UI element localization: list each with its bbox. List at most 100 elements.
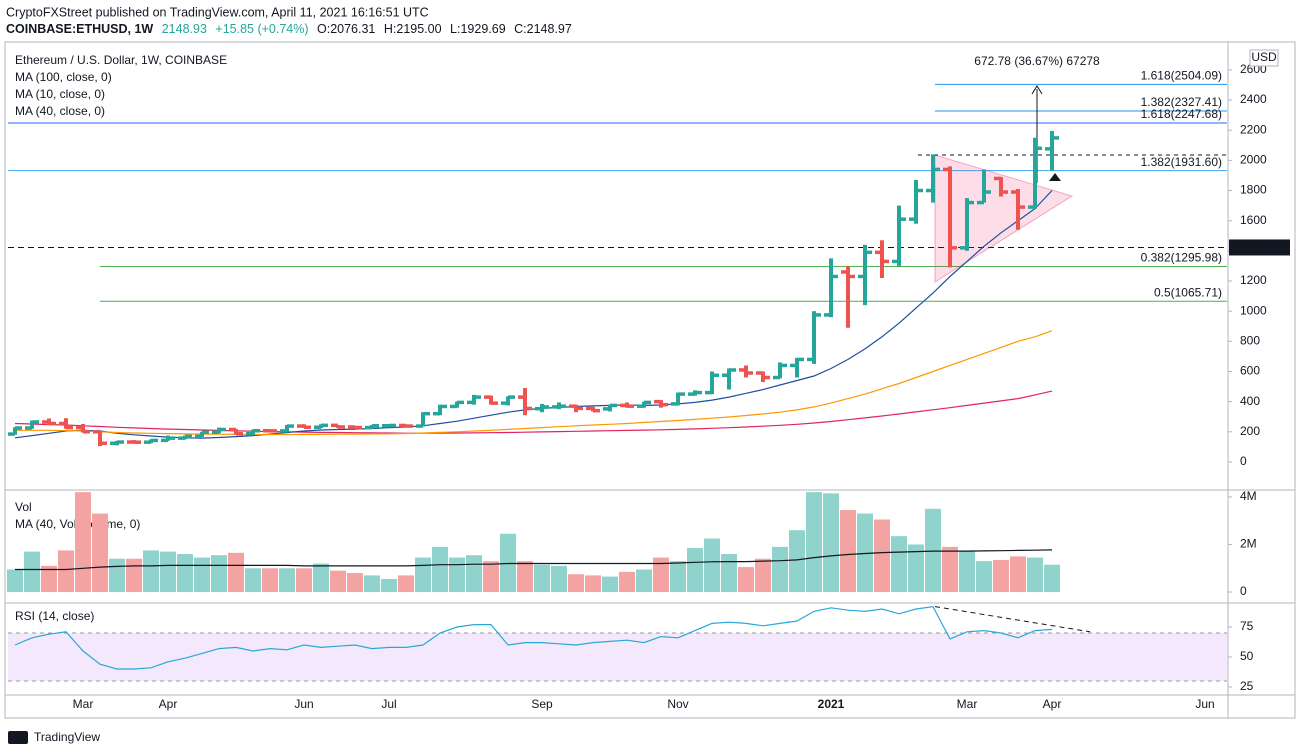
volume-bar (942, 546, 958, 593)
y-tick-label: 400 (1240, 394, 1260, 408)
fib-label: 1.618(2504.09) (1141, 69, 1222, 83)
volume-bar (959, 550, 975, 593)
volume-bar (619, 571, 635, 593)
volume-bar (1027, 557, 1043, 593)
volume-bar (534, 564, 550, 593)
moving-average (15, 330, 1053, 436)
volume-bar (160, 551, 176, 593)
volume-bar (245, 568, 261, 593)
y-tick-label: 200 (1240, 424, 1260, 438)
volume-bar (823, 493, 839, 593)
volume-bar (908, 544, 924, 593)
volume-bar (976, 561, 992, 593)
y-tick-label: 2200 (1240, 122, 1267, 136)
y-tick-label: 1800 (1240, 183, 1267, 197)
volume-bar (466, 555, 482, 593)
volume-bar (755, 558, 771, 593)
volume-ma (15, 549, 1053, 571)
volume-bar (177, 553, 193, 593)
y-tick-label: 2000 (1240, 153, 1267, 167)
volume-bar (228, 552, 244, 593)
volume-bar (585, 575, 601, 593)
x-tick-label: Jun (1195, 697, 1214, 711)
volume-bar (1044, 564, 1060, 593)
x-tick-label: Jul (381, 697, 396, 711)
x-tick-label: 2021 (818, 697, 845, 711)
chart-title: Ethereum / U.S. Dollar, 1W, COINBASE (15, 53, 227, 67)
volume-bar (517, 561, 533, 593)
y-tick-label: 1600 (1240, 213, 1267, 227)
volume-bar (432, 546, 448, 593)
volume-bar (109, 558, 125, 593)
volume-bar (415, 557, 431, 593)
volume-bar (670, 561, 686, 593)
volume-bar (925, 508, 941, 593)
volume-bar (653, 557, 669, 593)
fib-label: 1.618(2247.68) (1141, 107, 1222, 121)
x-tick-label: Nov (667, 697, 688, 711)
volume-bar (24, 551, 40, 593)
pane-title: RSI (14, close) (15, 609, 94, 623)
volume-bar (364, 575, 380, 593)
symbol-line: COINBASE:ETHUSD, 1W 2148.93 +15.85 (+0.7… (6, 22, 572, 36)
volume-bar (738, 567, 754, 593)
volume-bar (568, 574, 584, 593)
volume-bar (551, 565, 567, 593)
moving-average (14, 390, 1053, 434)
publisher: CryptoFXStreet published on TradingView.… (6, 5, 429, 19)
volume-bar (449, 557, 465, 593)
y-tick-label: 1000 (1240, 303, 1267, 317)
y-tick-label: 0 (1240, 454, 1247, 468)
moving-average (14, 190, 1053, 439)
legend-entry: MA (10, close, 0) (15, 87, 105, 101)
open: O:2076.31 (317, 22, 375, 36)
y-tick-label: 75 (1240, 619, 1254, 633)
volume-bar (92, 513, 108, 593)
low: L:1929.69 (450, 22, 506, 36)
legend-entry: MA (40, close, 0) (15, 104, 105, 118)
volume-bar (262, 568, 278, 593)
volume-bar (721, 553, 737, 593)
triangle-pattern (934, 154, 1074, 283)
y-tick-label: 800 (1240, 333, 1260, 347)
price-change: +15.85 (+0.74%) (215, 22, 308, 36)
price-line-box (1229, 239, 1290, 256)
fib-label: 0.382(1295.98) (1141, 251, 1222, 265)
symbol: COINBASE:ETHUSD, 1W (6, 22, 153, 36)
measure-arrowhead (1031, 85, 1043, 95)
x-tick-label: Mar (957, 697, 978, 711)
rsi-line (14, 605, 1053, 670)
high: H:2195.00 (384, 22, 442, 36)
x-tick-label: Apr (1043, 697, 1062, 711)
y-tick-label: 50 (1240, 649, 1254, 663)
volume-bar (891, 536, 907, 593)
volume-bar (840, 509, 856, 593)
fib-label: 1.382(2327.41) (1141, 95, 1222, 109)
x-tick-label: Mar (73, 697, 94, 711)
divergence-line (934, 606, 1091, 633)
chart-frame (4, 41, 1296, 719)
volume-bar (381, 578, 397, 593)
volume-bar (772, 546, 788, 593)
volume-bar (636, 569, 652, 593)
volume-bar (483, 561, 499, 593)
footer-brand: TradingView (34, 730, 100, 744)
measure-label: 672.78 (36.67%) 67278 (974, 54, 1100, 68)
volume-bar (687, 548, 703, 593)
volume-bar (602, 576, 618, 593)
volume-bar (313, 563, 329, 593)
footer-logo (8, 731, 28, 744)
volume-bar (874, 519, 890, 593)
y-tick-label: 4M (1240, 489, 1257, 503)
signal-marker (1049, 173, 1061, 181)
y-unit: USD (1251, 50, 1277, 64)
y-tick-label: 600 (1240, 364, 1260, 378)
x-tick-label: Sep (531, 697, 553, 711)
y-tick-label: 1200 (1240, 273, 1267, 287)
y-tick-label: 2M (1240, 537, 1257, 551)
fib-label: 1.382(1931.60) (1141, 155, 1222, 169)
volume-bar (296, 568, 312, 593)
volume-bar (347, 573, 363, 593)
legend-entry: MA (100, close, 0) (15, 70, 112, 84)
